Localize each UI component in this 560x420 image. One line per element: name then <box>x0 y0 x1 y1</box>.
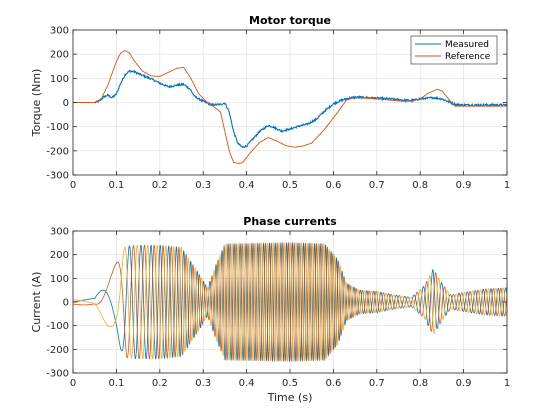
y-tick-label: -300 <box>46 369 69 380</box>
y-tick-label: 0 <box>63 98 69 109</box>
currents-plot-area <box>73 241 507 363</box>
x-tick-label: 0.5 <box>282 180 298 191</box>
torque-chart-title: Motor torque <box>249 14 331 27</box>
y-tick-label: -200 <box>46 146 69 157</box>
x-tick-label: 0.1 <box>108 180 124 191</box>
y-tick-label: 300 <box>50 26 69 37</box>
phase-current-line-2 <box>73 241 507 363</box>
torque-chart: 0 0.1 0.2 0.3 0.4 0.5 0.6 0.7 0.8 0.9 1 -300 -200 -10… <box>30 14 510 191</box>
currents-x-axis-label: Time (s) <box>267 391 313 404</box>
x-tick-label: 0.2 <box>152 180 168 191</box>
legend-entry-reference: Reference <box>445 52 491 62</box>
x-tick-label: 0.7 <box>369 180 385 191</box>
x-tick-label: 0.3 <box>195 378 211 389</box>
y-tick-label: -300 <box>46 171 69 182</box>
torque-plot-area <box>73 50 507 164</box>
x-tick-label: 0.4 <box>239 378 255 389</box>
y-tick-label: -200 <box>46 345 69 356</box>
torque-y-axis-label: Torque (Nm) <box>30 69 43 138</box>
currents-chart: 0 0.1 0.2 0.3 0.4 0.5 0.6 0.7 0.8 0.9 1 -300 -200 -10… <box>30 215 510 404</box>
legend-box <box>410 35 498 65</box>
series-line-measured <box>73 69 507 149</box>
x-tick-label: 0.8 <box>412 378 428 389</box>
y-tick-label: 200 <box>50 250 69 261</box>
y-tick-label: 0 <box>63 298 69 309</box>
x-tick-label: 1 <box>504 180 510 191</box>
currents-chart-title: Phase currents <box>243 215 337 228</box>
legend-entry-measured: Measured <box>445 40 489 50</box>
phase-current-line-1 <box>73 241 507 363</box>
y-tick-label: -100 <box>46 122 69 133</box>
x-tick-label: 0.9 <box>456 378 472 389</box>
currents-y-axis-label: Current (A) <box>30 272 43 333</box>
y-tick-label: 200 <box>50 50 69 61</box>
x-tick-label: 0.4 <box>239 180 255 191</box>
currents-ticks: 0 0.1 0.2 0.3 0.4 0.5 0.6 0.7 0.8 0.9 1 -300 -200 -10… <box>46 227 510 390</box>
x-tick-label: 0.8 <box>412 180 428 191</box>
x-tick-label: 0 <box>70 180 76 191</box>
x-tick-label: 0.3 <box>195 180 211 191</box>
series-line-reference <box>73 50 507 164</box>
x-tick-label: 1 <box>504 378 510 389</box>
x-tick-label: 0.6 <box>325 180 341 191</box>
y-tick-label: -100 <box>46 321 69 332</box>
x-tick-label: 0.7 <box>369 378 385 389</box>
x-tick-label: 0.5 <box>282 378 298 389</box>
x-tick-label: 0.2 <box>152 378 168 389</box>
x-tick-label: 0.9 <box>456 180 472 191</box>
x-tick-label: 0.6 <box>325 378 341 389</box>
x-tick-label: 0 <box>70 378 76 389</box>
torque-legend: Measured Reference <box>410 35 498 65</box>
y-tick-label: 300 <box>50 227 69 238</box>
torque-ticks: 0 0.1 0.2 0.3 0.4 0.5 0.6 0.7 0.8 0.9 1 -300 -200 -10… <box>46 26 510 192</box>
phase-current-line-3 <box>73 241 507 363</box>
y-tick-label: 100 <box>50 74 69 85</box>
y-tick-label: 100 <box>50 274 69 285</box>
x-tick-label: 0.1 <box>108 378 124 389</box>
